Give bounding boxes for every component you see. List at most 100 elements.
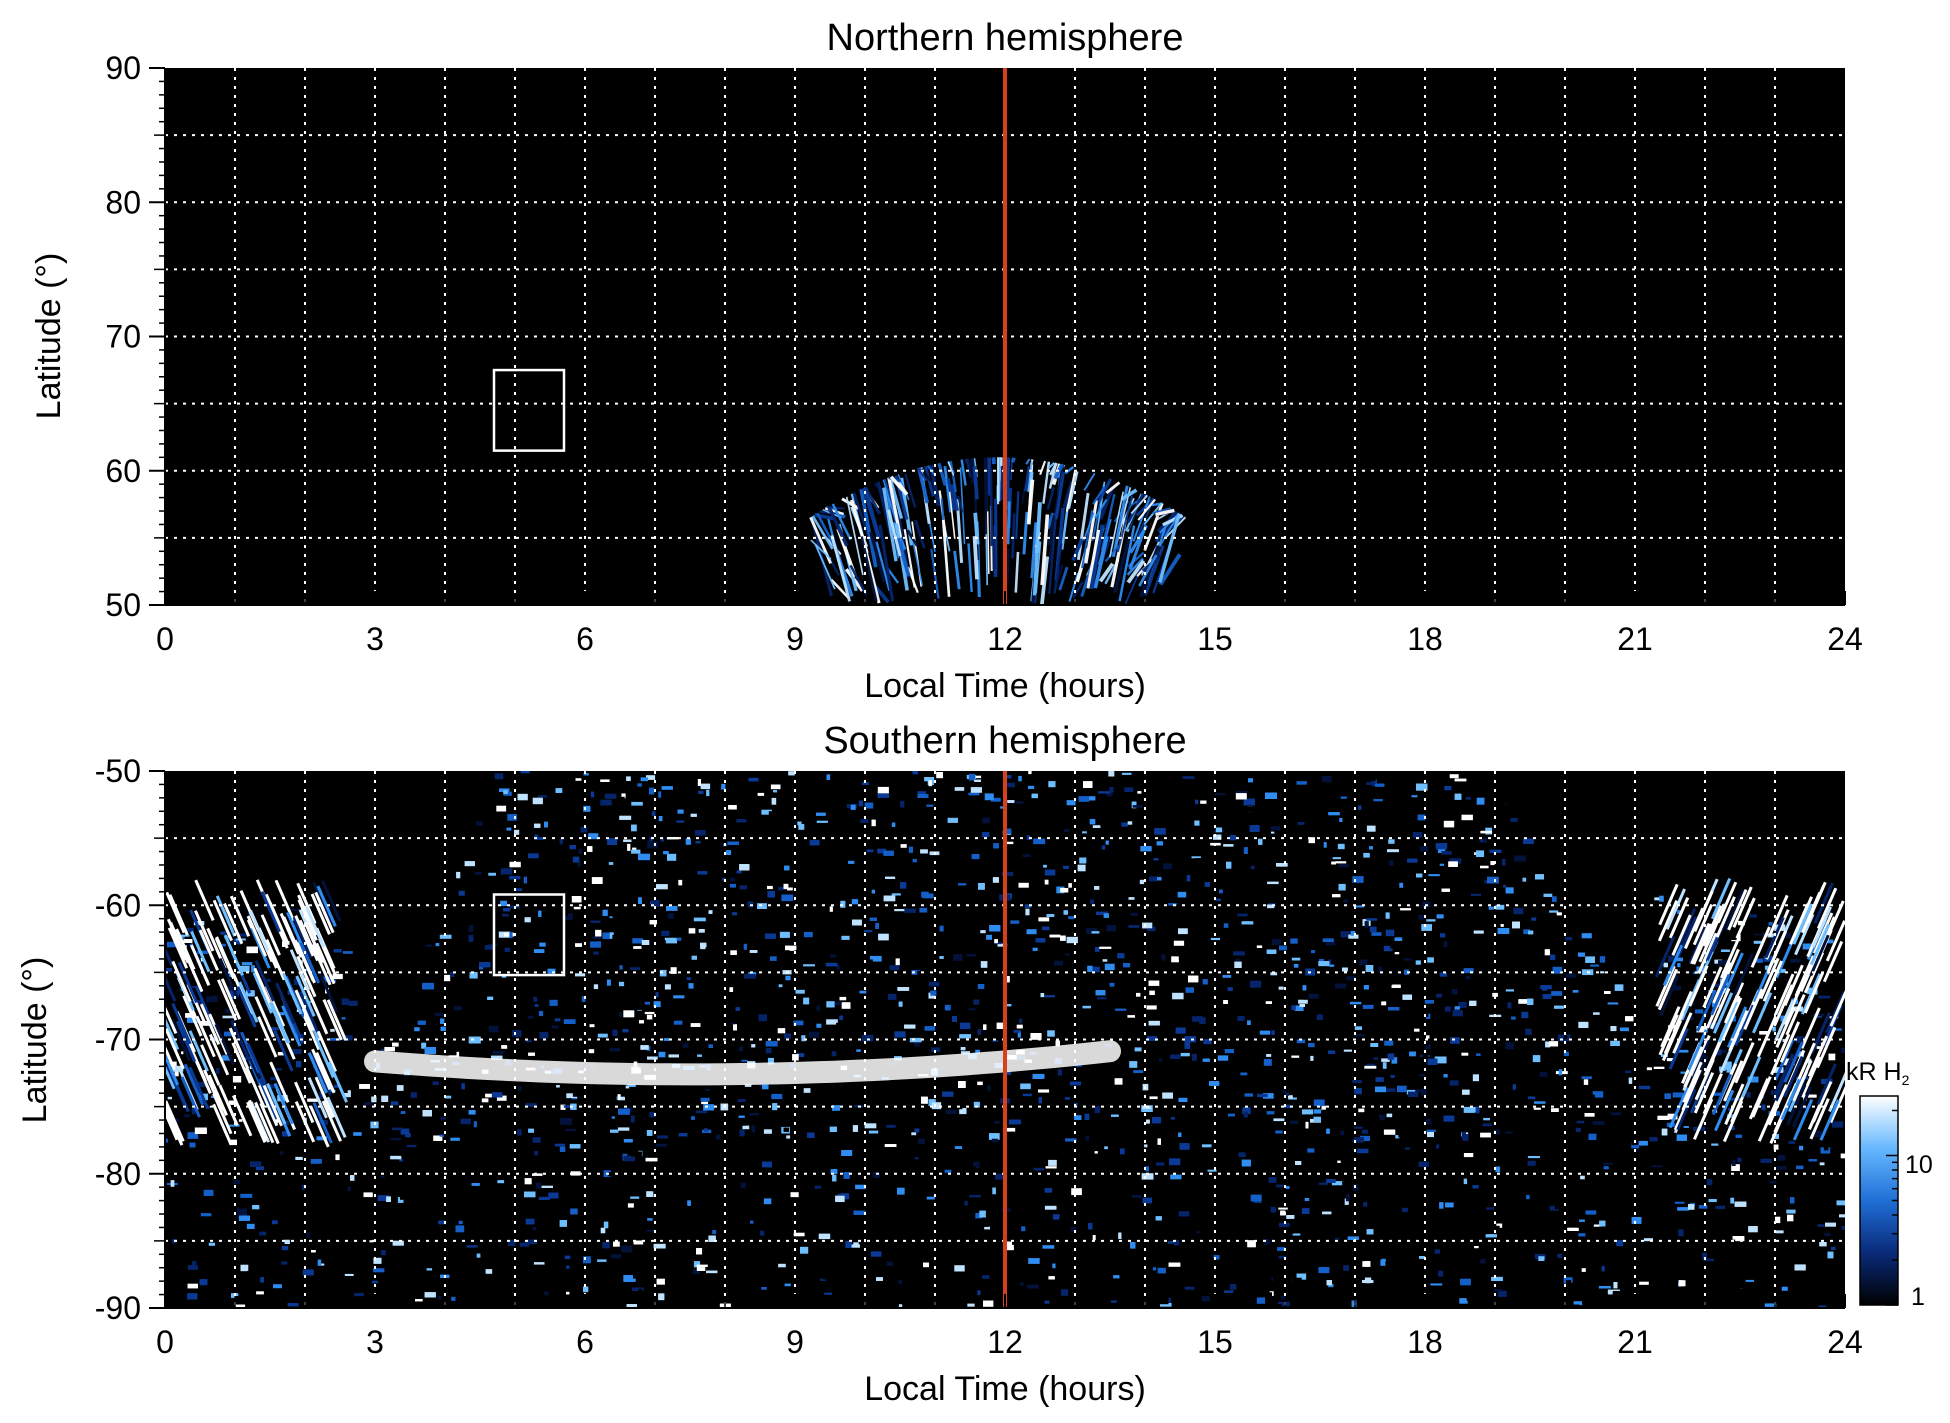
southern-emission-speck <box>1078 796 1090 802</box>
southern-emission-speck <box>644 1011 655 1015</box>
southern-flank-streak <box>289 949 310 991</box>
northern-emission-streak <box>1040 556 1050 605</box>
southern-emission-speck <box>373 1268 385 1273</box>
southern-flank-streak <box>1741 1056 1762 1098</box>
southern-emission-speck <box>533 996 538 1002</box>
southern-emission-speck <box>807 1132 815 1138</box>
southern-emission-speck <box>1573 1064 1586 1067</box>
southern-emission-speck <box>617 1191 626 1197</box>
southern-emission-speck <box>1425 1044 1431 1050</box>
northern-emission-streak <box>889 475 904 492</box>
southern-emission-speck <box>509 932 513 939</box>
southern-emission-speck <box>1579 1284 1591 1290</box>
southern-emission-speck <box>923 1256 927 1261</box>
southern-emission-speck <box>1210 982 1220 988</box>
southern-emission-speck <box>1465 976 1470 980</box>
southern-emission-speck <box>1646 1067 1652 1071</box>
southern-emission-speck <box>1313 1109 1322 1114</box>
southern-emission-speck <box>1578 952 1585 957</box>
southern-emission-speck <box>1237 913 1248 917</box>
southern-emission-speck <box>1340 1230 1350 1233</box>
southern-emission-speck <box>592 1263 601 1266</box>
southern-emission-speck <box>1422 1051 1428 1058</box>
southern-emission-speck <box>1363 985 1369 990</box>
southern-emission-speck <box>1217 1055 1229 1061</box>
southern-emission-speck <box>453 1006 462 1011</box>
southern-emission-speck <box>1340 931 1350 938</box>
southern-emission-speck <box>1443 820 1455 828</box>
southern-emission-speck <box>1266 857 1272 865</box>
southern-emission-speck <box>1673 957 1683 962</box>
southern-emission-speck <box>1243 806 1254 813</box>
southern-emission-speck <box>1109 787 1114 793</box>
southern-emission-speck <box>1552 966 1563 974</box>
southern-emission-speck <box>1328 1050 1336 1054</box>
northern-emission-streak <box>1137 498 1156 521</box>
southern-emission-speck <box>981 831 990 838</box>
southern-emission-speck <box>1285 1186 1290 1189</box>
northern-emission-streak <box>878 524 895 602</box>
southern-emission-speck <box>1101 845 1106 850</box>
northern-emission-streak <box>1130 494 1149 515</box>
southern-emission-speck <box>489 1224 501 1229</box>
southern-flank-streak <box>303 921 325 964</box>
southern-emission-speck <box>609 1048 621 1052</box>
southern-emission-speck <box>660 837 665 842</box>
southern-emission-speck <box>1499 1247 1509 1251</box>
northern-emission-streak <box>852 492 871 540</box>
southern-emission-speck <box>1666 1058 1674 1062</box>
southern-emission-speck <box>1154 828 1166 835</box>
colorbar-label-main: kR H <box>1846 1058 1902 1086</box>
southern-emission-speck <box>572 856 580 863</box>
southern-emission-speck <box>307 1098 319 1102</box>
southern-flank-streak <box>1809 934 1830 977</box>
northern-emission-streak <box>826 505 849 547</box>
southern-emission-speck <box>841 1150 853 1156</box>
southern-emission-speck <box>730 1139 740 1143</box>
southern-emission-speck <box>277 1052 285 1056</box>
southern-emission-speck <box>1127 821 1133 825</box>
southern-emission-speck <box>1335 861 1347 864</box>
southern-flank-streak <box>1810 1012 1831 1054</box>
southern-emission-speck <box>493 1260 500 1266</box>
southern-emission-speck <box>1029 1288 1039 1292</box>
southern-emission-speck <box>687 1200 691 1206</box>
southern-emission-speck <box>1720 949 1730 952</box>
southern-emission-speck <box>1610 1026 1617 1032</box>
southern-emission-speck <box>281 1261 288 1265</box>
southern-emission-speck <box>762 1161 772 1168</box>
southern-flank-streak <box>297 899 318 941</box>
southern-emission-speck <box>1427 1058 1438 1065</box>
northern-emission-streak <box>1143 502 1163 526</box>
southern-emission-speck <box>601 1255 611 1261</box>
southern-emission-region <box>165 771 1845 1308</box>
southern-emission-speck <box>1338 883 1346 891</box>
southern-emission-speck <box>1077 864 1086 872</box>
southern-emission-speck <box>1676 1134 1687 1141</box>
southern-emission-speck <box>1354 1087 1362 1095</box>
northern-emission-streak <box>1158 512 1180 548</box>
southern-emission-speck <box>444 1050 457 1056</box>
southern-emission-speck <box>1273 1118 1285 1122</box>
southern-emission-speck <box>1415 1089 1421 1093</box>
southern-emission-speck <box>698 929 705 933</box>
southern-emission-speck <box>1120 1148 1125 1155</box>
southern-flank-streak <box>307 1077 328 1119</box>
southern-emission-speck <box>878 933 889 941</box>
southern-emission-speck <box>826 1019 838 1025</box>
southern-emission-speck <box>819 1186 827 1190</box>
southern-emission-speck <box>1419 1074 1426 1077</box>
southern-emission-speck <box>561 885 571 891</box>
southern-flank-streak <box>1829 1085 1845 1124</box>
southern-flank-streak <box>1809 923 1831 966</box>
southern-emission-speck <box>1682 1277 1693 1285</box>
southern-emission-speck <box>1674 1201 1685 1204</box>
southern-emission-speck <box>1235 958 1241 962</box>
southern-emission-speck <box>1237 1016 1245 1021</box>
northern-emission-streak <box>1048 462 1058 489</box>
southern-emission-speck <box>876 1277 883 1281</box>
southern-emission-speck <box>1702 1252 1708 1260</box>
southern-emission-speck <box>593 951 599 955</box>
southern-emission-speck <box>464 861 475 867</box>
southern-emission-speck <box>1280 1159 1288 1164</box>
